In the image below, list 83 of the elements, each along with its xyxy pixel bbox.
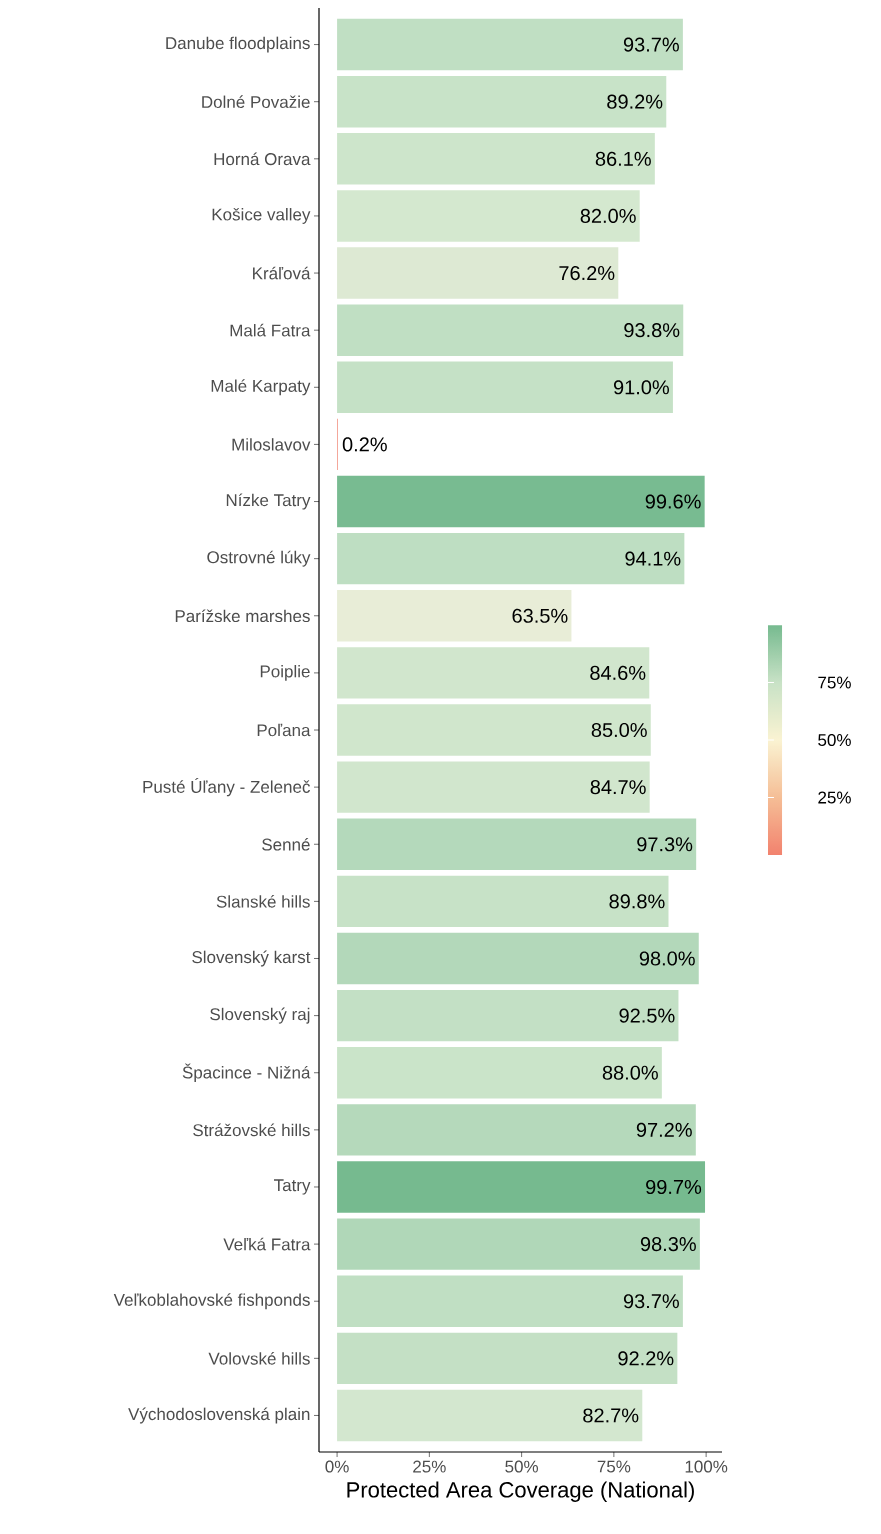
y-tick-label: Východoslovenská plain	[128, 1407, 310, 1424]
y-tick-label: Slovenský karst	[192, 950, 311, 967]
y-tick-label: Slanské hills	[216, 895, 310, 908]
x-tick-label: 0%	[325, 1460, 349, 1473]
data-label: 82.7%	[583, 1408, 639, 1423]
data-label: 98.3%	[640, 1237, 696, 1252]
y-tick-label: Miloslavov	[232, 438, 311, 451]
bar	[337, 75, 667, 128]
y-tick-label: Košice valley	[212, 207, 311, 224]
bar	[337, 1389, 643, 1442]
bar	[337, 1218, 700, 1270]
data-label: 94.1%	[625, 551, 681, 566]
bar	[337, 532, 685, 585]
bar	[337, 133, 655, 185]
y-tick-label: Nízke Tatry	[226, 493, 311, 510]
bar	[337, 475, 705, 528]
y-tick-label: Senné	[262, 837, 310, 851]
y-tick-label: Malá Fatra	[230, 323, 311, 337]
x-axis-title: Protected Area Coverage (National)	[347, 1481, 694, 1502]
y-tick-label: Slovenský raj	[210, 1007, 310, 1024]
data-label: 84.7%	[590, 780, 646, 795]
y-tick-label: Poľana	[257, 723, 311, 737]
data-label: 76.2%	[559, 265, 615, 281]
data-label: 99.6%	[645, 494, 701, 509]
x-tick-label: 100%	[685, 1460, 728, 1473]
x-tick-label: 50%	[505, 1460, 539, 1473]
x-tick-label: 25%	[413, 1460, 446, 1473]
bar	[337, 989, 679, 1042]
data-label: 89.2%	[607, 94, 663, 109]
data-label: 93.7%	[623, 1294, 679, 1309]
bar	[337, 932, 699, 985]
y-tick-label: Pusté Úľany - Zeleneč	[143, 778, 310, 797]
data-label: 99.7%	[646, 1179, 702, 1195]
data-label: 89.8%	[609, 894, 665, 909]
bar	[337, 247, 619, 299]
bar	[337, 704, 651, 756]
y-tick-label: Kráľová	[253, 266, 311, 280]
data-label: 85.0%	[591, 722, 647, 738]
bar	[337, 190, 640, 242]
bar	[337, 1161, 706, 1213]
data-label: 92.5%	[619, 1008, 675, 1023]
bar	[337, 1275, 683, 1327]
data-label: 86.1%	[595, 151, 651, 166]
bar	[337, 304, 684, 356]
data-label: 93.8%	[624, 323, 680, 338]
data-label: 82.0%	[580, 208, 636, 224]
data-label: 98.0%	[639, 951, 695, 966]
bar	[337, 647, 650, 699]
bar	[337, 18, 683, 71]
bar	[337, 1104, 696, 1156]
y-tick-label: Dolné Považie	[202, 95, 310, 109]
bar	[337, 875, 669, 928]
y-tick-label: Poiplie	[260, 664, 310, 681]
y-tick-label: Volovské hills	[208, 1352, 310, 1365]
y-tick-label: Parížske marshes	[175, 609, 310, 623]
y-tick-label: Danube floodplains	[166, 36, 310, 53]
bar	[337, 818, 697, 870]
y-tick-label: Malé Karpaty	[211, 379, 311, 396]
data-label: 97.3%	[637, 837, 693, 852]
color-bar-label: 75%	[818, 676, 851, 689]
y-tick-label: Horná Orava	[214, 152, 311, 166]
data-label: 0.2%	[342, 437, 387, 452]
data-label: 84.6%	[590, 665, 646, 680]
data-label: 97.2%	[636, 1122, 692, 1137]
data-label: 63.5%	[512, 608, 568, 623]
bar	[337, 361, 673, 413]
y-tick-label: Ostrovné lúky	[207, 550, 311, 567]
bar	[337, 590, 572, 642]
y-tick-label: Veľká Fatra	[223, 1237, 311, 1251]
bar	[337, 1047, 662, 1099]
data-label: 92.2%	[618, 1351, 674, 1366]
y-tick-label: Tatry	[274, 1179, 311, 1195]
bar	[337, 1332, 678, 1385]
y-tick-label: Strážovské hills	[193, 1123, 310, 1137]
y-tick-label: Špacince - Nižná	[182, 1063, 311, 1082]
color-bar-label: 25%	[818, 791, 851, 804]
x-tick-label: 75%	[597, 1460, 631, 1473]
data-label: 88.0%	[602, 1065, 658, 1080]
y-tick-label: Veľkoblahovské fishponds	[113, 1293, 310, 1310]
bar	[337, 761, 650, 813]
data-label: 93.7%	[623, 37, 679, 52]
data-label: 91.0%	[613, 380, 669, 395]
color-bar-label: 50%	[818, 734, 851, 747]
